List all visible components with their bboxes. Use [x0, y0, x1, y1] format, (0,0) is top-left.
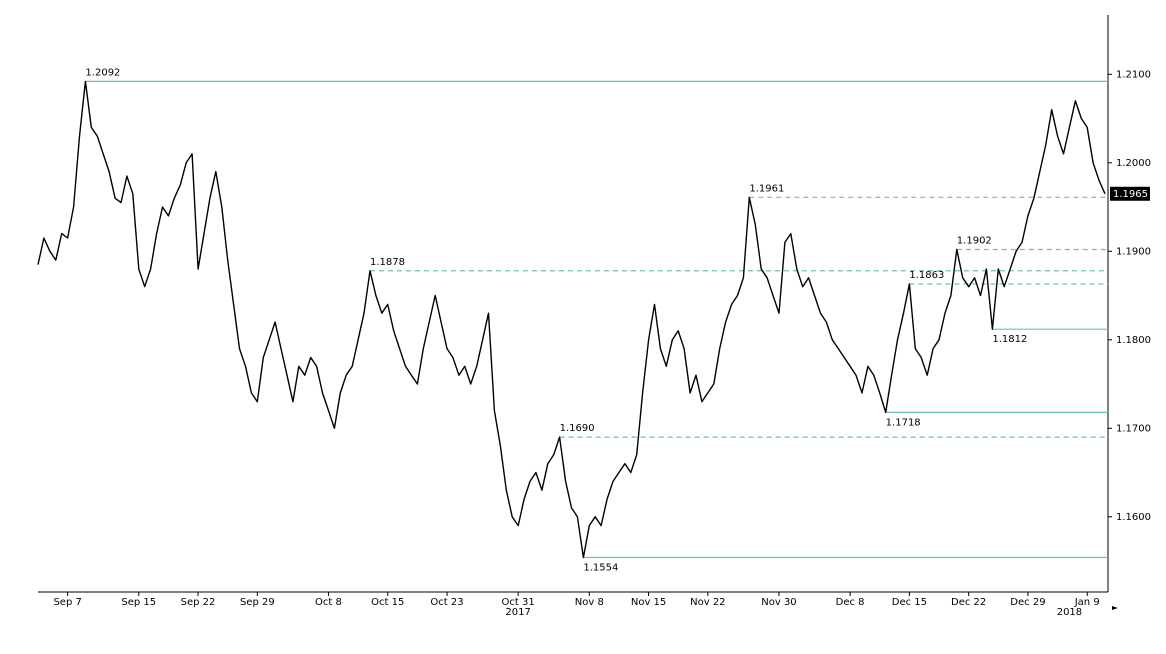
y-tick-label: 1.1900 [1116, 246, 1151, 257]
last-price-label: 1.1965 [1113, 189, 1148, 200]
y-tick-label: 1.1600 [1116, 512, 1151, 523]
y-tick-label: 1.2100 [1116, 69, 1151, 80]
level-label: 1.1863 [909, 270, 944, 281]
level-label: 1.1718 [886, 417, 921, 428]
level-label: 1.1961 [749, 183, 784, 194]
x-year-label: 2018 [1057, 607, 1082, 618]
level-label: 1.1690 [560, 423, 595, 434]
x-tick-label: Sep 7 [53, 597, 81, 608]
x-tick-label: Nov 22 [690, 597, 725, 608]
x-tick-label: Nov 30 [761, 597, 796, 608]
level-label: 1.1554 [583, 562, 618, 573]
level-label: 1.1902 [957, 236, 992, 247]
x-tick-label: Dec 29 [1010, 597, 1045, 608]
axis-arrow [1112, 606, 1118, 610]
level-label: 1.2092 [85, 67, 120, 78]
y-tick-label: 1.2000 [1116, 158, 1151, 169]
x-tick-label: Sep 15 [121, 597, 156, 608]
x-tick-label: Nov 15 [631, 597, 666, 608]
x-tick-label: Dec 15 [892, 597, 927, 608]
x-tick-label: Oct 8 [315, 597, 342, 608]
y-tick-label: 1.1800 [1116, 335, 1151, 346]
last-price-box [1110, 186, 1150, 201]
level-label: 1.1812 [992, 334, 1027, 345]
x-tick-label: Dec 8 [836, 597, 865, 608]
x-tick-label: Oct 31 [502, 597, 535, 608]
x-tick-label: Jan 9 [1074, 597, 1100, 608]
level-label: 1.1878 [370, 257, 405, 268]
x-tick-label: Oct 23 [430, 597, 463, 608]
x-tick-label: Dec 22 [951, 597, 986, 608]
price-line [37, 80, 1106, 559]
x-year-label: 2017 [505, 607, 530, 618]
x-tick-label: Oct 15 [371, 597, 404, 608]
x-tick-label: Sep 29 [240, 597, 275, 608]
y-tick-label: 1.1700 [1116, 423, 1151, 434]
x-tick-label: Sep 22 [181, 597, 216, 608]
x-tick-label: Nov 8 [575, 597, 604, 608]
